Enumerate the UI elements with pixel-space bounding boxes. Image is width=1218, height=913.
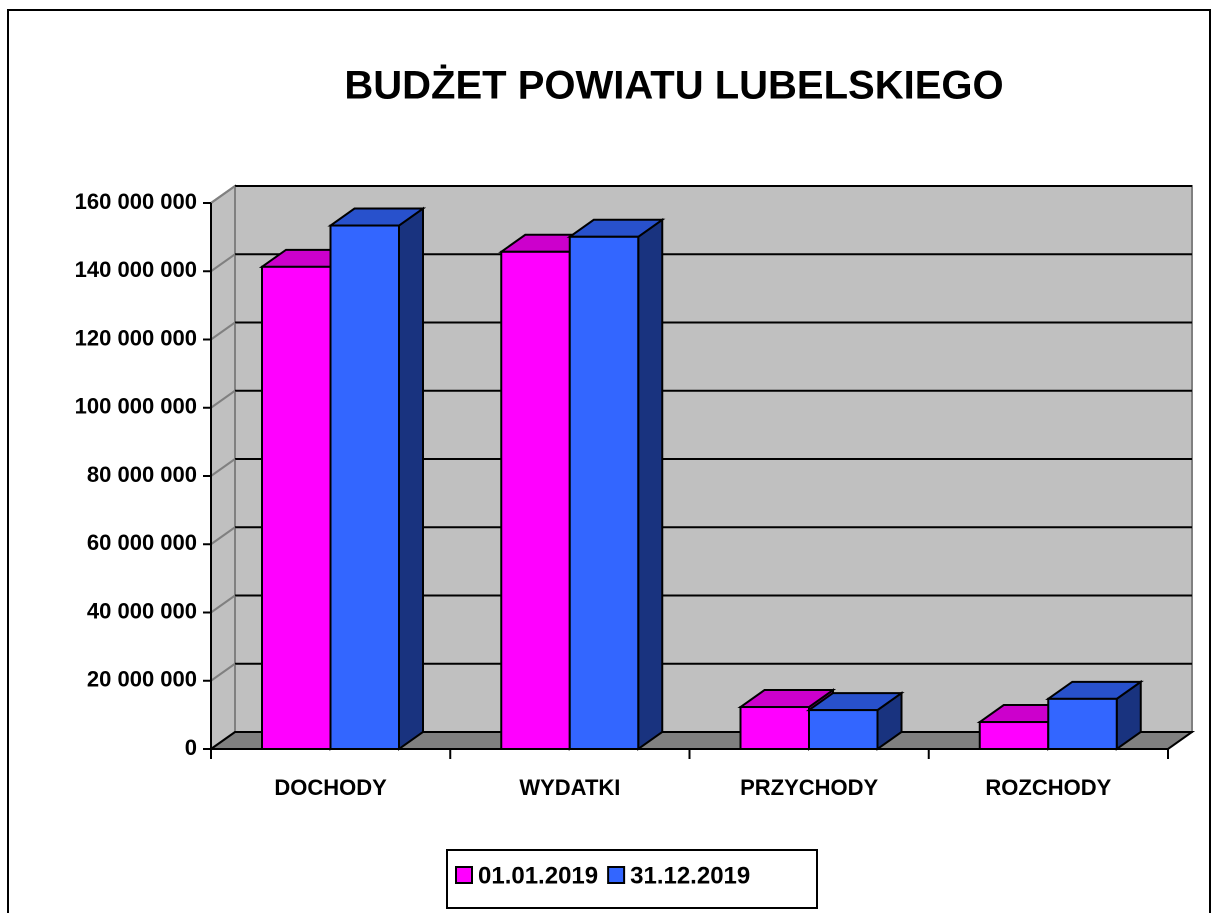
legend-label: 01.01.2019 (478, 862, 598, 889)
y-tick-label: 0 (185, 735, 197, 760)
bar (568, 235, 640, 750)
x-tick-label: PRZYCHODY (740, 775, 878, 800)
x-tick-label: WYDATKI (519, 775, 620, 800)
bar (978, 721, 1050, 751)
grid-line-side (210, 185, 236, 204)
bar (1047, 697, 1118, 750)
bar-side-shade (637, 217, 664, 751)
legend-swatch (455, 866, 473, 884)
legend-box (446, 849, 818, 909)
bar (739, 706, 810, 750)
bar-top (569, 219, 663, 237)
bar-top (1048, 681, 1141, 699)
bar (329, 224, 400, 750)
grid-line-side (210, 594, 236, 614)
bar (261, 265, 332, 750)
grid-line-side (210, 458, 236, 477)
bar-side-shade (398, 206, 424, 751)
x-tick-label: ROZCHODY (985, 775, 1111, 800)
x-tick-label: DOCHODY (274, 775, 387, 800)
bar-top (809, 693, 902, 711)
y-tick-label: 120 000 000 (75, 325, 197, 350)
chart-title: BUDŻET POWIATU LUBELSKIEGO (344, 64, 1003, 108)
y-tick-label: 160 000 000 (75, 189, 197, 214)
grid-line-side (210, 253, 236, 273)
y-tick-label: 60 000 000 (87, 530, 197, 555)
bar-top (330, 208, 423, 226)
legend-swatch (607, 866, 626, 884)
bar (808, 709, 879, 750)
y-tick-label: 100 000 000 (75, 394, 197, 419)
y-tick-label: 40 000 000 (87, 598, 197, 623)
grid-line-side (210, 321, 236, 341)
grid-line-side (210, 662, 236, 682)
y-tick-label: 80 000 000 (87, 462, 197, 487)
y-tick-label: 20 000 000 (87, 667, 197, 692)
grid-line-side (210, 526, 236, 546)
legend-label: 31.12.2019 (630, 862, 750, 889)
grid-line-side (210, 389, 236, 409)
bar (500, 250, 571, 751)
y-tick-label: 140 000 000 (75, 257, 197, 282)
bar-top (740, 690, 833, 708)
